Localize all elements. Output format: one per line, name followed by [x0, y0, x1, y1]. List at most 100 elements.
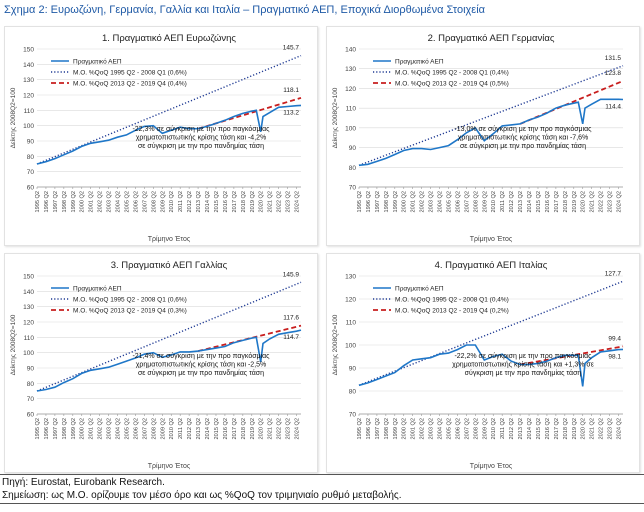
x-tick-label: 2016 Q2: [223, 191, 229, 212]
x-tick-label: 1995 Q2: [35, 191, 41, 212]
y-axis-label: Δείκτης 2008Q2=100: [331, 87, 339, 148]
x-tick-label: 2012 Q2: [509, 418, 515, 439]
y-tick-label: 80: [349, 165, 357, 172]
x-tick-label: 1995 Q2: [357, 191, 363, 212]
x-tick-label: 2008 Q2: [151, 418, 157, 439]
chart-title: 3. Πραγματικό ΑΕΠ Γαλλίας: [111, 260, 228, 271]
x-tick-label: 2003 Q2: [107, 191, 113, 212]
x-tick-label: 2008 Q2: [151, 191, 157, 212]
x-tick-label: 2015 Q2: [214, 191, 220, 212]
x-tick-label: 2010 Q2: [169, 191, 175, 212]
y-tick-label: 130: [23, 77, 34, 84]
value-label: 98.1: [608, 353, 621, 360]
x-tick-label: 1997 Q2: [375, 418, 381, 439]
x-tick-label: 2006 Q2: [133, 418, 139, 439]
x-tick-label: 2018 Q2: [563, 418, 569, 439]
legend-label: Μ.Ο. %QoQ 1995 Q2 - 2008 Q1 (0,4%): [395, 297, 509, 304]
x-tick-label: 2020 Q2: [259, 191, 265, 212]
x-tick-label: 2011 Q2: [500, 191, 506, 212]
x-tick-label: 1997 Q2: [53, 191, 59, 212]
trend-pre-crisis-line: [36, 54, 302, 165]
legend-label: Μ.Ο. %QoQ 1995 Q2 - 2008 Q1 (0,6%): [73, 297, 187, 304]
footer-divider: [0, 474, 644, 475]
x-tick-label: 2000 Q2: [402, 191, 408, 212]
x-tick-label: 2000 Q2: [80, 418, 86, 439]
x-tick-label: 2012 Q2: [187, 191, 193, 212]
x-tick-label: 2010 Q2: [491, 191, 497, 212]
x-tick-label: 2014 Q2: [205, 418, 211, 439]
x-tick-label: 2016 Q2: [545, 418, 551, 439]
y-tick-label: 130: [345, 66, 356, 73]
y-tick-label: 70: [27, 396, 35, 403]
x-tick-label: 2012 Q2: [509, 191, 515, 212]
x-tick-label: 1995 Q2: [35, 418, 41, 439]
annotation-line: -22,2% σε σύγκριση με την προ παγκόσμιας: [454, 352, 592, 360]
trend-pre-crisis-line: [358, 65, 624, 166]
y-tick-label: 100: [23, 123, 34, 130]
y-tick-label: 90: [27, 139, 35, 146]
x-tick-label: 1998 Q2: [384, 191, 390, 212]
x-tick-label: 2005 Q2: [124, 191, 130, 212]
x-tick-label: 2019 Q2: [250, 418, 256, 439]
value-label: 99.4: [608, 335, 621, 342]
x-tick-label: 2021 Q2: [268, 418, 274, 439]
chart-title: 1. Πραγματικό ΑΕΠ Ευρωζώνης: [102, 33, 236, 44]
x-tick-label: 2007 Q2: [464, 418, 470, 439]
y-tick-label: 70: [349, 412, 357, 419]
x-tick-label: 2020 Q2: [581, 191, 587, 212]
y-tick-label: 130: [345, 274, 356, 281]
y-axis-label: Δείκτης 2008Q2=100: [331, 314, 339, 375]
y-tick-label: 80: [349, 389, 357, 396]
x-tick-label: 2022 Q2: [599, 418, 605, 439]
value-label: 127.7: [605, 270, 622, 277]
annotation-line: σε σύγκριση με την προ πανδημίας τάση: [138, 142, 264, 150]
x-axis-label: Τρίμηνο Έτος: [148, 235, 191, 243]
x-tick-label: 2023 Q2: [608, 191, 614, 212]
x-tick-label: 2003 Q2: [429, 191, 435, 212]
x-tick-label: 1997 Q2: [53, 418, 59, 439]
y-tick-label: 80: [27, 381, 35, 388]
y-tick-label: 60: [27, 412, 35, 419]
x-tick-label: 2012 Q2: [187, 418, 193, 439]
x-tick-label: 1995 Q2: [357, 418, 363, 439]
y-tick-label: 100: [345, 343, 356, 350]
y-tick-label: 120: [345, 86, 356, 93]
x-tick-label: 2007 Q2: [142, 191, 148, 212]
annotation-line: -21,4% σε σύγκριση με την προ παγκόσμιας: [132, 352, 270, 360]
annotation-line: χρηματοπιστωτικής κρίσης τάση και -2,5%: [136, 361, 267, 369]
figure-title: Σχημα 2: Ευρωζώνη, Γερμανία, Γαλλία και …: [4, 4, 486, 16]
x-tick-label: 2005 Q2: [446, 191, 452, 212]
x-tick-label: 2008 Q2: [473, 191, 479, 212]
chart-panel-france: 3. Πραγματικό ΑΕΠ Γαλλίας 60 70 80 90 100 110 1…: [4, 253, 318, 473]
chart-panel-germany: 2. Πραγματικό ΑΕΠ Γερμανίας 70 80 90 100 110 1…: [326, 26, 640, 246]
chart-title: 4. Πραγματικό ΑΕΠ Ιταλίας: [435, 260, 548, 271]
x-tick-label: 2009 Q2: [160, 418, 166, 439]
x-tick-label: 2000 Q2: [80, 191, 86, 212]
x-tick-label: 2021 Q2: [590, 191, 596, 212]
y-tick-label: 90: [349, 145, 357, 152]
x-tick-label: 2007 Q2: [464, 191, 470, 212]
chart-title: 2. Πραγματικό ΑΕΠ Γερμανίας: [428, 33, 555, 44]
x-tick-label: 2021 Q2: [268, 191, 274, 212]
x-tick-label: 2019 Q2: [572, 418, 578, 439]
gdp-line: [358, 98, 624, 167]
trend-pre-crisis-line: [36, 281, 302, 392]
x-tick-label: 2014 Q2: [527, 191, 533, 212]
x-tick-label: 2024 Q2: [295, 191, 301, 212]
x-tick-label: 2013 Q2: [196, 418, 202, 439]
y-tick-label: 70: [27, 169, 35, 176]
x-tick-label: 2009 Q2: [482, 191, 488, 212]
legend-label: Μ.Ο. %QoQ 2013 Q2 - 2019 Q4 (0,5%): [395, 81, 509, 88]
y-tick-label: 110: [24, 108, 35, 115]
value-label: 118.1: [283, 87, 299, 94]
x-tick-label: 2017 Q2: [232, 418, 238, 439]
x-tick-label: 2013 Q2: [196, 191, 202, 212]
chart-italy: 4. Πραγματικό ΑΕΠ Ιταλίας 70 80 90 100 110 120…: [331, 260, 624, 470]
x-tick-label: 2006 Q2: [133, 191, 139, 212]
x-tick-label: 2007 Q2: [142, 418, 148, 439]
chart-eurozone: 1. Πραγματικό ΑΕΠ Ευρωζώνης 60 70 80 90 100 11…: [9, 33, 302, 243]
x-tick-label: 2008 Q2: [473, 418, 479, 439]
gdp-line: [36, 104, 302, 165]
annotation-line: -22,3% σε σύγκριση με την προ παγκόσμιας: [132, 125, 270, 133]
x-tick-label: 2020 Q2: [581, 418, 587, 439]
